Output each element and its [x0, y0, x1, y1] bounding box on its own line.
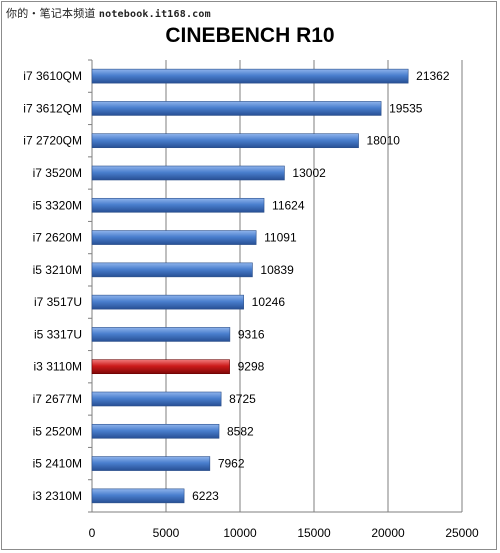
data-label: 9298: [238, 360, 265, 374]
data-label: 10246: [252, 295, 286, 309]
y-tick-label: i7 2620M: [33, 231, 82, 245]
y-tick-label: i7 3517U: [34, 295, 82, 309]
bar: [91, 423, 220, 439]
watermark: 你的・笔记本频道 notebook.it168.com: [6, 5, 211, 21]
bar: [91, 359, 230, 375]
data-label: 21362: [416, 69, 450, 83]
bar: [91, 488, 185, 504]
data-label: 8725: [229, 392, 256, 406]
y-tick-label: i5 3317U: [34, 327, 82, 341]
x-tick-label: 25000: [445, 526, 479, 540]
watermark-text: 你的・笔记本频道: [6, 8, 96, 20]
x-tick-label: 0: [89, 526, 96, 540]
data-label: 7962: [218, 457, 245, 471]
y-tick-label: i5 3320M: [33, 198, 82, 212]
data-label: 19535: [389, 101, 423, 115]
x-tick-label: 5000: [153, 526, 180, 540]
data-label: 11624: [272, 198, 305, 212]
y-tick-label: i7 3520M: [33, 166, 82, 180]
y-tick-label: i7 3610QM: [23, 69, 82, 83]
y-tick-label: i7 2720QM: [23, 134, 82, 148]
bar: [91, 391, 222, 407]
bar: [91, 101, 382, 116]
x-tick-label: 10000: [223, 526, 257, 540]
y-tick-label: i3 2310M: [33, 489, 82, 503]
y-tick-label: i7 2677M: [33, 392, 82, 406]
data-label: 13002: [292, 166, 326, 180]
x-tick-label: 15000: [297, 526, 331, 540]
bar: [91, 230, 257, 245]
y-tick-label: i5 3210M: [33, 263, 82, 277]
y-tick-label: i5 2410M: [33, 457, 82, 471]
data-label: 9316: [238, 327, 265, 341]
bar: [91, 294, 244, 310]
bar: [91, 262, 253, 278]
data-label: 18010: [367, 134, 401, 148]
bar: [91, 165, 285, 181]
y-tick-label: i3 3110M: [34, 360, 82, 374]
bar: [91, 197, 265, 213]
bar: [91, 327, 231, 342]
watermark-site: notebook.it168.com: [98, 9, 211, 20]
data-label: 11091: [264, 231, 297, 245]
chart-title: CINEBENCH R10: [165, 24, 335, 47]
data-label: 6223: [192, 489, 219, 503]
bar: [91, 68, 409, 84]
data-label: 8582: [227, 424, 254, 438]
x-tick-label: 20000: [371, 526, 405, 540]
y-tick-label: i7 3612QM: [23, 101, 82, 115]
bar: [91, 133, 359, 149]
y-tick-label: i5 2520M: [33, 424, 82, 438]
data-label: 10839: [260, 263, 294, 277]
bar: [91, 456, 211, 471]
